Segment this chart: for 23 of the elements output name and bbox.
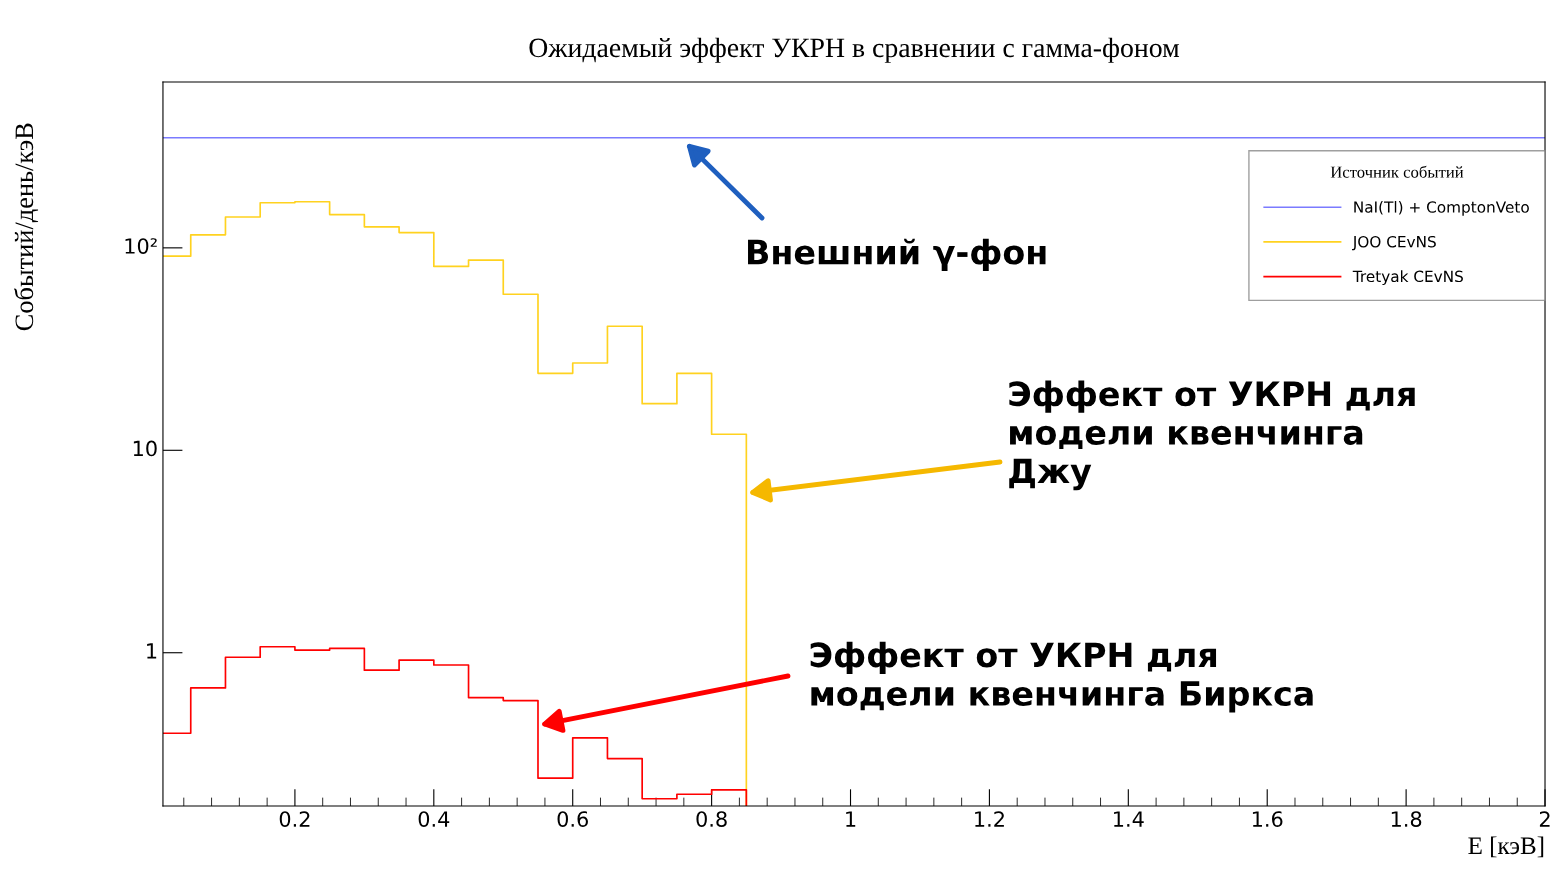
x-tick-label: 1.8 xyxy=(1391,811,1422,827)
y-axis-title: Событий/день/кэВ xyxy=(14,123,39,331)
x-tick-label: 1 xyxy=(846,811,856,827)
x-tick-label: 0.8 xyxy=(696,811,727,827)
legend-label: Tretyak CEvNS xyxy=(1352,270,1463,286)
annotation: Эффект от УКРН для модели квенчинга Джу xyxy=(1009,380,1415,491)
x-tick-label: 1.6 xyxy=(1252,811,1283,827)
chart-title: Ожидаемый эффект УКРН в сравнении с гамма-фоном xyxy=(529,37,1180,63)
legend-title: Источник событий xyxy=(1330,165,1464,178)
legend-label: NaI(Tl) + ComptonVeto xyxy=(1354,200,1529,216)
x-tick-label: 0.6 xyxy=(557,811,588,827)
x-tick-label: 1.4 xyxy=(1114,811,1144,827)
annotation: Внешний γ-фон xyxy=(748,238,1046,272)
y-tick-label: 10² xyxy=(125,238,157,254)
x-tick-label: 1.2 xyxy=(975,811,1004,827)
x-tick-label: 2 xyxy=(1539,811,1550,827)
annotation: Эффект от УКРН для модели квенчинга Биркса xyxy=(810,641,1313,713)
x-tick-label: 0.2 xyxy=(279,811,310,827)
y-tick-label: 1 xyxy=(147,643,157,659)
x-axis-title: E [кэВ] xyxy=(1468,836,1544,858)
y-tick-label: 10 xyxy=(133,440,157,457)
legend-label: JOO CEvNS xyxy=(1352,235,1436,251)
x-tick-label: 0.4 xyxy=(418,811,450,827)
